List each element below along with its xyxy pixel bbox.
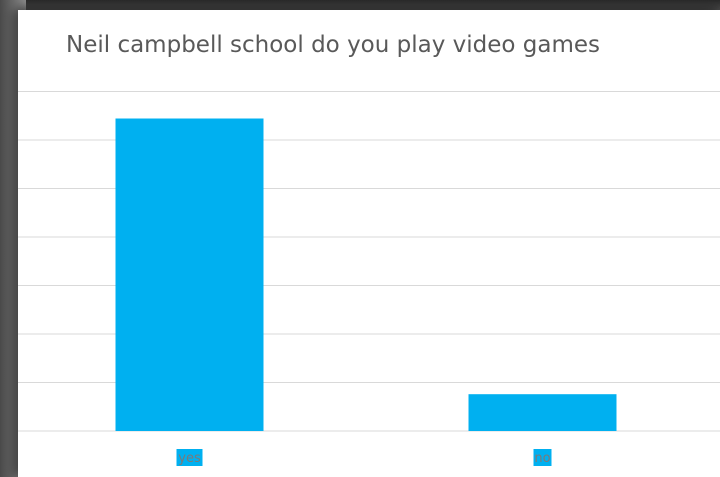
x-tick-label-yes: yes bbox=[178, 451, 201, 466]
x-tick-label-highlight-no bbox=[533, 449, 552, 466]
plot-area: yes no bbox=[18, 91, 720, 466]
bar-no[interactable] bbox=[468, 394, 617, 431]
x-tick-label-no: no bbox=[534, 451, 550, 466]
chart-area[interactable]: Neil campbell school do you play video g… bbox=[18, 10, 720, 477]
chart-title: Neil campbell school do you play video g… bbox=[66, 32, 601, 58]
x-tick-label-highlight-yes bbox=[176, 449, 203, 466]
bar-yes[interactable] bbox=[115, 118, 264, 432]
